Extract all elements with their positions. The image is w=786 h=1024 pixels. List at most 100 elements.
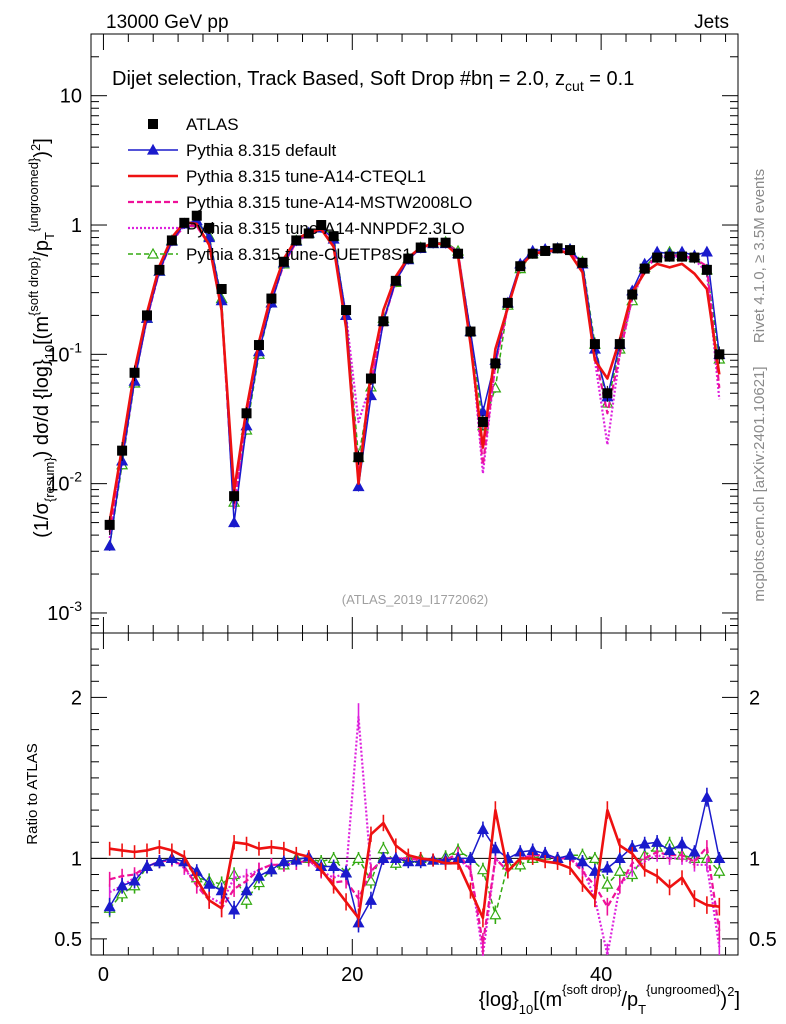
ratio-marker-cuetp [352, 852, 365, 864]
title-end: = 0.1 [584, 68, 635, 90]
main-ylabel: (1/σ{resum}) dσ/d {log}10[(m{soft drop}/… [26, 138, 57, 538]
main-ticks: 10-3 10-2 10-1 1 10 [47, 33, 738, 634]
ratio-ytick-label-left: 1 [71, 848, 82, 870]
atlas-point [602, 388, 613, 399]
legend-entry-cuetp: Pythia 8.315 tune-CUETP8S1 [128, 245, 412, 264]
ratio-marker-default [638, 837, 651, 849]
legend-label-default: Pythia 8.315 default [186, 141, 337, 160]
main-line-nnpdf [108, 225, 721, 539]
atlas-point [278, 256, 289, 267]
ratio-marker-default [464, 852, 477, 864]
header-left: 13000 GeV pp [106, 12, 229, 33]
atlas-point [465, 326, 476, 337]
atlas-point [440, 237, 451, 248]
legend-label-cteql1: Pythia 8.315 tune-A14-CTEQL1 [186, 167, 426, 186]
ratio-marker-cuetp [489, 908, 502, 920]
ratio-marker-cuetp [476, 863, 489, 875]
atlas-point [328, 231, 339, 242]
atlas-point [341, 305, 352, 316]
ratio-marker-default [576, 855, 589, 867]
ratio-marker-default [364, 894, 377, 905]
ratio-marker-default [564, 848, 577, 860]
atlas-point [403, 253, 414, 264]
ratio-marker-cuetp [601, 877, 614, 889]
ratio-marker-default [265, 863, 278, 875]
main-marker-default [103, 539, 116, 551]
atlas-point [266, 293, 277, 304]
atlas-point [253, 340, 264, 351]
ratio-ticks: 0.5 0.51 12 20 20 40 [54, 633, 777, 986]
main-plot-panel: 10-3 10-2 10-1 1 10 Dijet selection, Track B… [26, 33, 739, 634]
main-marker-default [352, 480, 365, 492]
atlas-point [390, 275, 401, 286]
legend-entry-mstw: Pythia 8.315 tune-A14-MSTW2008LO [128, 193, 472, 212]
legend-label-mstw: Pythia 8.315 tune-A14-MSTW2008LO [186, 193, 472, 212]
ratio-marker-cuetp [588, 852, 601, 864]
ratio-marker-default [663, 844, 676, 855]
ratio-line-cteql1 [109, 808, 720, 920]
atlas-point [664, 251, 675, 262]
atlas-point [154, 264, 165, 275]
atlas-point [502, 297, 513, 308]
legend-entry-cteql1: Pythia 8.315 tune-A14-CTEQL1 [128, 167, 426, 186]
ratio-ylabel: Ratio to ATLAS [24, 743, 41, 844]
ratio-line-cuetp [109, 843, 720, 916]
ratio-marker-cuetp [377, 842, 390, 854]
ratio-ytick-label-right: 2 [749, 687, 760, 709]
ratio-line-nnpdf [109, 715, 721, 957]
atlas-point [303, 228, 314, 239]
atlas-point [540, 245, 551, 256]
rivet-label: Rivet 4.1.0, ≥ 3.5M events [751, 169, 768, 343]
ratio-marker-default [165, 852, 178, 864]
atlas-point [714, 349, 725, 360]
legend-atlas-marker [148, 119, 158, 129]
ratio-marker-default [601, 861, 614, 873]
atlas-point [652, 252, 663, 263]
ratio-marker-default [675, 837, 689, 849]
analysis-watermark: (ATLAS_2019_I1772062) [342, 592, 488, 607]
legend-label-cuetp: Pythia 8.315 tune-CUETP8S1 [186, 245, 412, 264]
atlas-point [565, 245, 576, 256]
atlas-point [117, 445, 128, 456]
mcplots-label: mcplots.cern.ch [arXiv:2401.10621] [751, 366, 768, 601]
ratio-marker-default [203, 877, 216, 889]
ratio-marker-default [153, 855, 166, 867]
main-ytick-label: 1 [71, 215, 82, 237]
main-line-mstw [108, 224, 721, 533]
ratio-marker-default [327, 860, 340, 872]
atlas-point [204, 222, 215, 233]
ratio-frame [90, 632, 739, 956]
ratio-ytick-label-right: 1 [749, 848, 760, 870]
atlas-point [627, 289, 638, 300]
atlas-point [477, 416, 488, 427]
ratio-ytick-label-left: 2 [71, 687, 82, 709]
ratio-line-mstw [109, 845, 721, 945]
main-title: Dijet selection, Track Based, Soft Drop … [112, 68, 634, 94]
atlas-point [166, 235, 177, 246]
ratio-marker-default [340, 866, 353, 878]
ratio-marker-default [103, 900, 116, 912]
main-line-cuetp [108, 222, 721, 547]
atlas-point [415, 242, 426, 253]
title-sub: cut [565, 78, 584, 94]
atlas-point [428, 237, 439, 248]
ratio-xlabel: {log}10[(m{soft drop}/pT{ungroomed})2] [479, 982, 740, 1017]
ratio-marker-default [377, 852, 390, 864]
legend-marker-cuetp [146, 247, 160, 259]
atlas-point [639, 263, 650, 274]
main-series [103, 214, 726, 551]
header-right: Jets [694, 12, 729, 33]
ratio-marker-cuetp [613, 865, 626, 876]
atlas-point [552, 243, 563, 254]
legend-entry-nnpdf: Pythia 8.315 tune-A14-NNPDF2.3LO [128, 219, 465, 238]
legend-label-nnpdf: Pythia 8.315 tune-A14-NNPDF2.3LO [186, 219, 465, 238]
legend: ATLAS Pythia 8.315 default Pythia 8.315 tu… [128, 115, 472, 264]
atlas-point [365, 373, 376, 384]
ratio-marker-default [128, 874, 141, 886]
atlas-point [179, 217, 190, 228]
atlas-point [104, 519, 115, 530]
legend-marker-default [146, 143, 160, 155]
ratio-marker-default [116, 879, 129, 891]
main-ytick-label: 10 [60, 86, 82, 108]
